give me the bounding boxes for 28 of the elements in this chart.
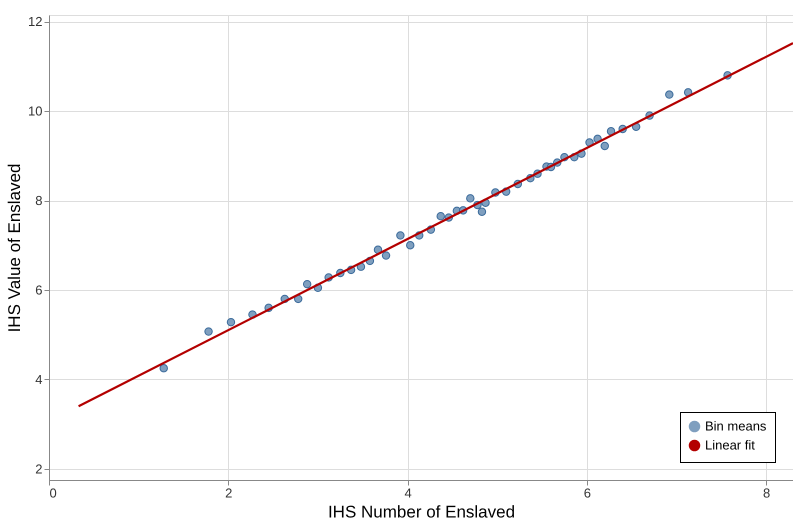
y-tick-label: 8 [35,193,42,208]
x-tick-label: 2 [225,486,232,500]
x-tick-label: 4 [404,486,412,500]
point [204,327,213,336]
x-tick-label: 0 [50,486,57,500]
x-tick-label: 8 [762,486,770,500]
y-tick-label: 2 [35,461,42,476]
point [600,142,609,150]
point [382,251,390,260]
point [606,127,616,136]
legend-label: Linear fit [705,438,756,452]
point [665,90,674,99]
y-tick-label: 4 [35,372,42,387]
point [466,194,475,203]
point [406,241,414,250]
point [226,318,236,326]
legend-label: Bin means [705,418,767,434]
point [436,212,445,220]
y-tick-label: 10 [28,104,42,119]
point [396,231,405,240]
point [160,364,168,372]
y-axis-title: IHS Value of Enslaved [5,164,24,332]
y-tick-label: 6 [35,282,42,298]
point [478,208,486,216]
point [302,280,312,288]
x-tick-label: 6 [584,486,591,500]
x-axis-title: IHS Number of Enslaved [328,502,516,522]
y-tick-label: 12 [28,14,42,30]
